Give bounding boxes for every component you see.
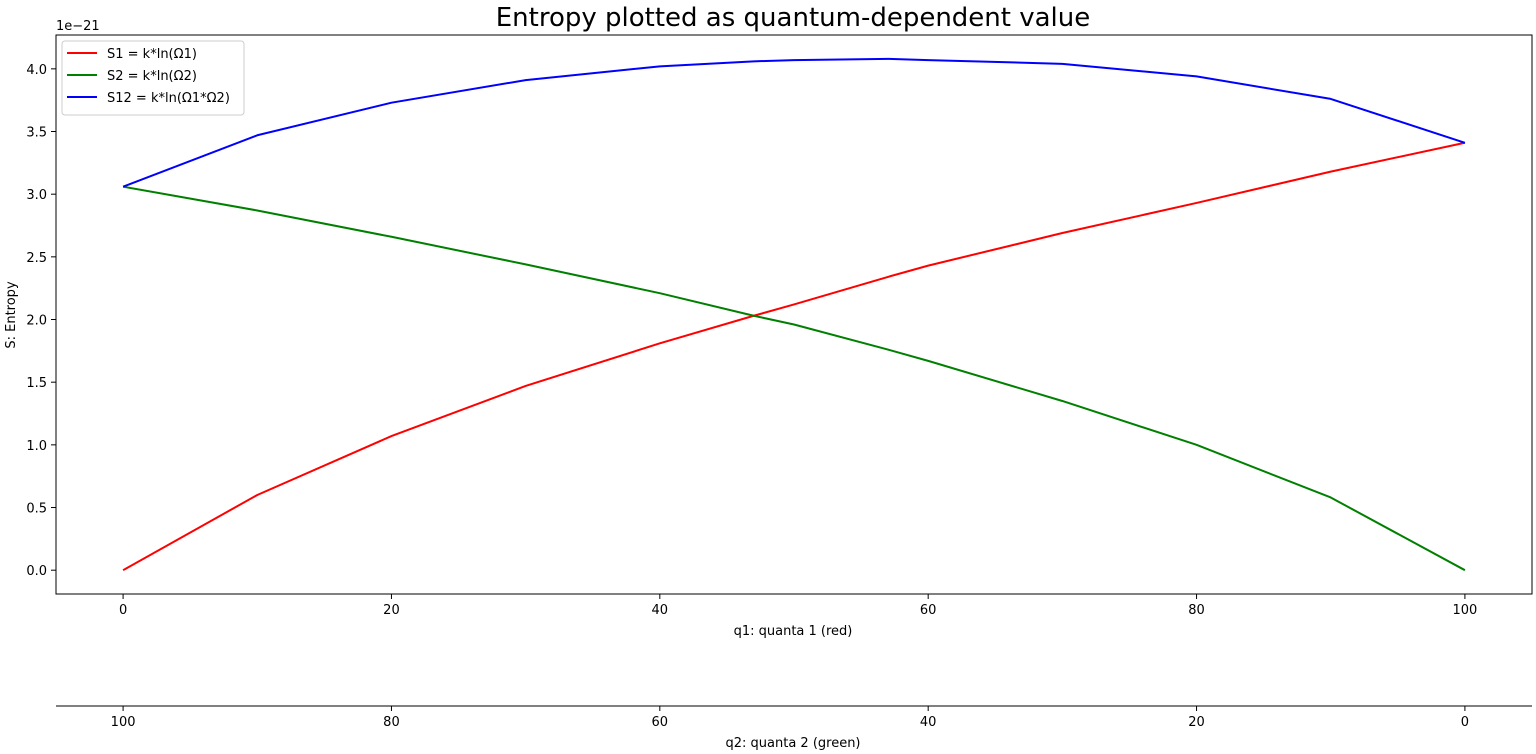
y-tick-label: 1.5	[26, 376, 47, 391]
y-tick-label: 4.0	[26, 63, 47, 78]
x-tick-label: 20	[383, 603, 400, 618]
secondary-x-axis-label: q2: quanta 2 (green)	[725, 736, 860, 751]
axis-layer: 0 20 40 60 80 100 100 80 60 40 20 0 0.0 0.5 1.0 1.5 2.0 2…	[26, 63, 1532, 730]
series-line	[122, 141, 1466, 572]
y-tick-label: 0.5	[26, 502, 47, 517]
series-layer	[122, 57, 1466, 572]
x-tick-label: 40	[652, 603, 669, 618]
x2-tick-label: 20	[1188, 715, 1205, 730]
y-axis-offset-label: 1e−21	[56, 19, 100, 34]
chart-title: Entropy plotted as quantum-dependent val…	[496, 3, 1091, 33]
x2-tick-label: 60	[652, 715, 669, 730]
x2-tick-label: 100	[111, 715, 136, 730]
plot-frame	[55, 34, 1533, 595]
y-tick-label: 3.5	[26, 126, 47, 141]
y-tick-label: 3.0	[26, 188, 47, 203]
x2-tick-label: 40	[920, 715, 937, 730]
x-tick-label: 0	[119, 603, 127, 618]
x2-tick-label: 80	[383, 715, 400, 730]
legend: S1 = k*ln(Ω1) S2 = k*ln(Ω2) S12 = k*ln(Ω1*…	[61, 40, 245, 116]
x-tick-label: 100	[1452, 603, 1477, 618]
y-axis-label: S: Entropy	[4, 281, 19, 349]
x-tick-label: 60	[920, 603, 937, 618]
x2-tick-label: 0	[1461, 715, 1469, 730]
series-line	[122, 57, 1466, 188]
y-tick-label: 2.0	[26, 314, 47, 329]
legend-label: S12 = k*ln(Ω1*Ω2)	[107, 91, 230, 106]
x-tick-label: 80	[1188, 603, 1205, 618]
legend-frame	[61, 40, 245, 116]
x-axis-label: q1: quanta 1 (red)	[734, 624, 853, 639]
legend-label: S1 = k*ln(Ω1)	[107, 47, 197, 62]
series-line	[122, 185, 1466, 572]
plot-area	[55, 34, 1533, 595]
legend-label: S2 = k*ln(Ω2)	[107, 69, 197, 84]
y-tick-label: 1.0	[26, 439, 47, 454]
y-tick-label: 0.0	[26, 564, 47, 579]
y-tick-label: 2.5	[26, 251, 47, 266]
